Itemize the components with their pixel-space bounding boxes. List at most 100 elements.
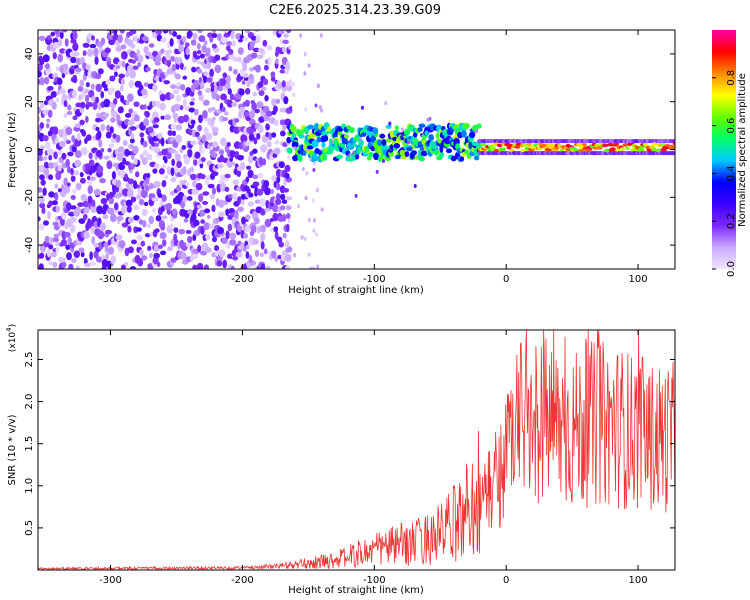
- spectrogram-cell: [644, 143, 649, 147]
- spectrogram-cell: [182, 98, 188, 108]
- spectrogram-cell: [248, 73, 254, 80]
- spectrogram-cell: [275, 198, 282, 206]
- spectrogram-cell: [247, 154, 254, 164]
- spectrogram-cell: [109, 75, 116, 82]
- spectrogram-cell: [66, 252, 72, 261]
- spectrogram-cell: [326, 126, 331, 132]
- spectrogram-cell: [50, 31, 56, 37]
- spectrogram-cell: [197, 244, 202, 253]
- spectrogram-cell: [185, 241, 193, 248]
- spectrogram-cell: [228, 66, 233, 72]
- spectrogram-cell: [52, 41, 60, 49]
- spectrogram-cell: [87, 195, 93, 204]
- spectrogram-cell: [306, 145, 314, 150]
- spectrogram-cell: [229, 239, 237, 246]
- spectrogram-cell: [286, 196, 293, 201]
- spectrogram-cell: [95, 83, 102, 93]
- spectrogram-cell: [182, 194, 188, 203]
- spectrogram-cell: [53, 151, 58, 160]
- snr-y-tick-label: 0.5: [24, 520, 35, 536]
- spectrogram-cell: [499, 147, 506, 152]
- spectrogram-cell: [110, 110, 118, 118]
- spectrogram-cell: [39, 174, 45, 181]
- spectrogram-cell: [147, 245, 152, 251]
- spectrogram-cell: [38, 35, 46, 42]
- spectrogram-cell: [358, 139, 364, 147]
- spectrogram-cell: [174, 73, 181, 80]
- spectrogram-cell: [141, 88, 148, 96]
- spectrogram-cell: [193, 159, 198, 166]
- spectrogram-cell: [155, 30, 162, 35]
- spectrogram-cell: [201, 44, 207, 53]
- spectrogram-cell: [60, 238, 68, 247]
- spectrogram-cell: [48, 174, 54, 181]
- spectrogram-cell: [217, 33, 222, 42]
- spectrogram-cell: [97, 217, 102, 225]
- spectrogram-cell: [131, 239, 137, 245]
- spectrogram-cell: [225, 40, 233, 46]
- spectrogram-cell: [277, 254, 282, 260]
- spectrogram-cell: [455, 143, 461, 150]
- spectrogram-cell: [204, 178, 210, 186]
- spectrogram-cell: [143, 104, 147, 110]
- spectrogram-cell: [232, 256, 239, 261]
- spectrogram-x-label: Height of straight line (km): [288, 285, 424, 296]
- spectrogram-cell: [263, 179, 270, 188]
- spectrogram-cell: [221, 237, 228, 245]
- spectrogram-cell: [255, 34, 261, 44]
- spectrogram-cell: [66, 165, 71, 174]
- spectrogram-cell: [161, 164, 167, 169]
- spectrogram-cell: [129, 182, 134, 190]
- spectrogram-cell: [62, 63, 69, 70]
- spectrogram-cell: [65, 139, 71, 145]
- spectrogram-cell: [61, 93, 68, 102]
- spectrogram-cell: [207, 183, 215, 189]
- spectrogram-cell: [50, 251, 57, 258]
- spectrogram-cell: [252, 91, 258, 97]
- spectrogram-cell: [200, 157, 206, 162]
- spectrogram-cell: [360, 105, 364, 110]
- spectrogram-cell: [372, 127, 379, 135]
- spectrogram-cell: [55, 66, 61, 72]
- spectrogram-cell: [373, 152, 380, 161]
- spectrogram-cell: [264, 218, 272, 228]
- spectrogram-cell: [250, 52, 258, 59]
- snr-x-tick-label: -300: [99, 575, 122, 586]
- spectrogram-cell: [71, 258, 77, 263]
- spectrogram-cell: [155, 100, 161, 108]
- spectrogram-cell: [147, 126, 154, 134]
- spectrogram-cell: [311, 198, 315, 203]
- spectrogram-cell: [194, 131, 200, 138]
- spectrogram-cell: [114, 202, 119, 211]
- spectrogram-cell: [170, 176, 177, 183]
- spectrogram-cell: [265, 123, 270, 131]
- spectrogram-cell: [186, 196, 193, 201]
- spectrogram-cell: [229, 150, 236, 158]
- spectrogram-cell: [48, 244, 54, 250]
- spectrogram-cell: [90, 83, 95, 90]
- spectrogram-cell: [72, 42, 79, 52]
- snr-background: [38, 330, 675, 570]
- spectrogram-cell: [393, 142, 401, 149]
- spectrogram-cell: [185, 181, 190, 187]
- spectrogram-cell: [209, 193, 215, 200]
- spectrogram-cell: [212, 116, 216, 121]
- spectrogram-cell: [141, 157, 148, 166]
- spectrogram-cell: [298, 129, 304, 136]
- spectrogram-cell: [218, 149, 225, 156]
- spectrogram-cell: [284, 265, 290, 269]
- spectrogram-cell: [138, 198, 145, 206]
- spectrogram-cell: [533, 143, 538, 147]
- spectrogram-cell: [211, 126, 219, 133]
- spectrogram-cell: [281, 199, 288, 204]
- spectrogram-cell: [134, 171, 140, 178]
- spectrogram-cell: [108, 196, 115, 205]
- spectrogram-cell: [79, 79, 85, 88]
- spectrogram-cell: [228, 23, 234, 27]
- spectrogram-cell: [64, 38, 69, 47]
- spectrogram-cell: [48, 200, 53, 207]
- spectrogram-cell: [191, 30, 194, 31]
- spectrogram-cell: [187, 236, 193, 244]
- spectrogram-cell: [276, 193, 281, 201]
